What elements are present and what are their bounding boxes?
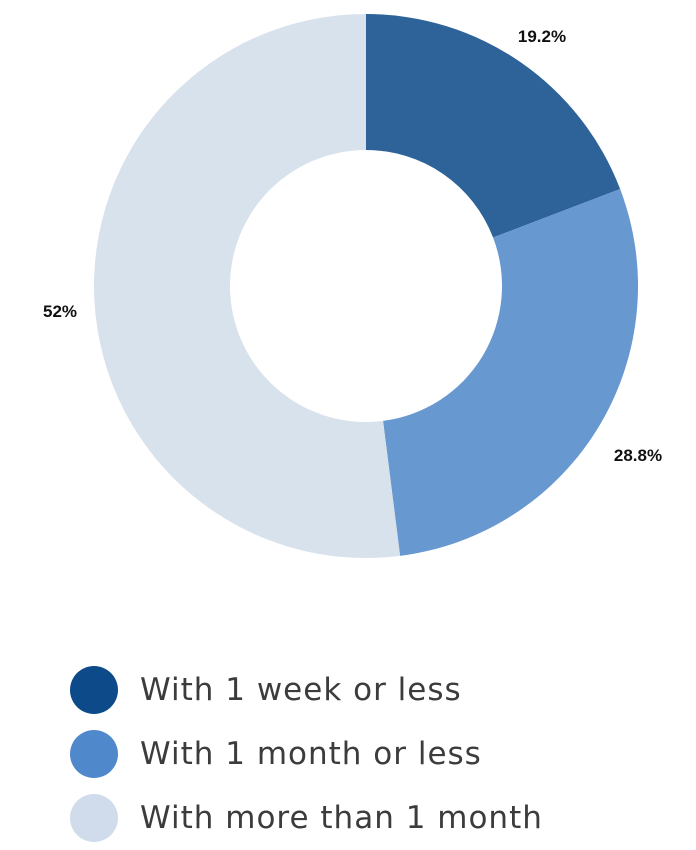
legend-label-1-week: With 1 week or less — [140, 672, 462, 708]
slice-more-than-1-month — [94, 14, 401, 559]
legend-swatch-more-than-1-month — [70, 794, 118, 842]
slice-label-1-month: 28.8% — [614, 446, 662, 465]
legend-item: With more than 1 month — [70, 786, 543, 850]
slice-label-1-week: 19.2% — [518, 27, 566, 46]
slice-1-week — [366, 14, 621, 238]
legend-swatch-1-week — [70, 666, 118, 714]
legend-label-1-month: With 1 month or less — [140, 736, 482, 772]
slice-label-more-than-1-month: 52% — [43, 302, 77, 321]
donut-slices — [94, 14, 638, 559]
donut-chart: 19.2% 28.8% 52% — [43, 14, 662, 559]
legend-label-more-than-1-month: With more than 1 month — [140, 800, 543, 836]
slice-labels: 19.2% 28.8% 52% — [43, 27, 662, 465]
legend-swatch-1-month — [70, 730, 118, 778]
legend-item: With 1 month or less — [70, 722, 543, 786]
chart-legend: With 1 week or less With 1 month or less… — [70, 658, 543, 850]
legend-item: With 1 week or less — [70, 658, 543, 722]
slice-1-month — [383, 189, 638, 556]
